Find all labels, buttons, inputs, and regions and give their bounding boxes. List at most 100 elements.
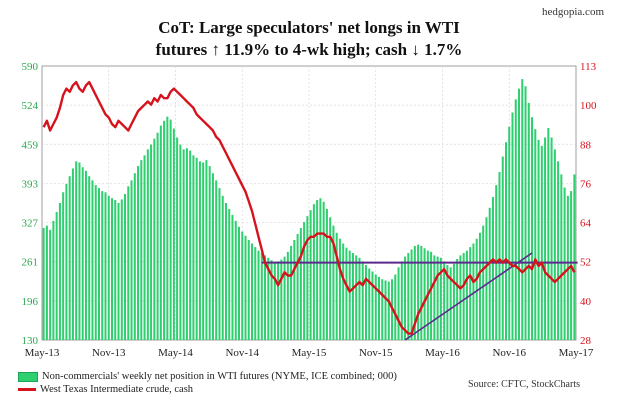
net-position-bar xyxy=(417,244,420,340)
net-position-bar xyxy=(371,271,374,340)
net-position-bar xyxy=(166,116,169,340)
net-position-bar xyxy=(140,160,143,340)
y-tick-left: 393 xyxy=(22,178,39,190)
net-position-bar xyxy=(423,248,426,340)
net-position-bar xyxy=(286,251,289,340)
net-position-bar xyxy=(488,207,491,340)
legend-swatch-bars xyxy=(18,371,38,382)
net-position-bar xyxy=(462,253,465,340)
y-tick-left: 261 xyxy=(22,257,39,269)
net-position-bar xyxy=(198,161,201,340)
net-position-bar xyxy=(179,144,182,340)
net-position-bar xyxy=(270,260,273,340)
y-tick-left: 590 xyxy=(22,61,39,73)
net-position-bar xyxy=(547,127,550,341)
net-position-bar xyxy=(71,168,74,340)
rising-trend-line xyxy=(404,252,533,341)
net-position-bar xyxy=(62,192,65,340)
x-tick-label: Nov-15 xyxy=(359,347,393,359)
net-position-bar xyxy=(52,220,55,340)
net-position-bar xyxy=(94,185,97,340)
net-position-bar xyxy=(88,176,91,340)
net-position-bar xyxy=(469,247,472,340)
net-position-bar xyxy=(342,243,345,340)
net-position-bar xyxy=(133,173,136,340)
net-position-bar xyxy=(374,274,377,340)
net-position-bar xyxy=(400,261,403,340)
net-position-bar xyxy=(491,197,494,340)
net-position-bar xyxy=(176,137,179,340)
net-position-bar xyxy=(124,194,127,340)
chart-title-line-1: CoT: Large speculators' net longs in WTI xyxy=(158,18,460,37)
net-position-bar xyxy=(182,149,185,340)
y-tick-left: 327 xyxy=(22,218,39,230)
net-position-bar xyxy=(156,132,159,340)
net-position-bar xyxy=(104,192,107,340)
net-position-bar xyxy=(247,239,250,340)
net-position-bar xyxy=(553,149,556,340)
y-tick-right: 76 xyxy=(580,178,592,190)
net-position-bar xyxy=(163,120,166,340)
y-tick-right: 28 xyxy=(580,335,592,347)
net-position-bar xyxy=(49,229,52,340)
brand-watermark: hedgopia.com xyxy=(541,6,604,18)
net-position-bar xyxy=(244,235,247,340)
net-position-bar xyxy=(45,225,48,340)
x-tick-label: Nov-13 xyxy=(92,347,126,359)
legend-swatch-line xyxy=(18,388,36,391)
net-position-bar xyxy=(430,251,433,340)
net-position-bar xyxy=(573,174,576,340)
net-position-bar xyxy=(338,238,341,340)
net-position-bar xyxy=(55,211,58,340)
net-position-bar xyxy=(472,243,475,340)
net-position-bar xyxy=(446,264,449,340)
net-position-bar xyxy=(260,253,263,340)
net-position-bar xyxy=(514,99,517,340)
net-position-bar xyxy=(117,203,120,340)
net-position-bar xyxy=(299,228,302,340)
net-position-bar xyxy=(234,220,237,340)
net-position-bar xyxy=(273,262,276,340)
net-position-bar xyxy=(65,183,68,340)
net-position-bar xyxy=(335,232,338,340)
y-tick-left: 524 xyxy=(22,100,39,112)
net-position-bar xyxy=(97,188,100,340)
net-position-bar xyxy=(443,261,446,340)
net-position-bar xyxy=(221,195,224,340)
net-position-bar xyxy=(384,280,387,340)
y-tick-left: 130 xyxy=(22,335,39,347)
net-position-bar xyxy=(544,137,547,340)
net-position-bar xyxy=(78,162,81,340)
net-position-bar xyxy=(218,188,221,340)
x-tick-label: Nov-14 xyxy=(225,347,259,359)
net-position-bar xyxy=(120,199,123,340)
net-position-bar xyxy=(254,247,257,340)
net-position-bar xyxy=(101,191,104,340)
net-position-bar xyxy=(306,216,309,340)
x-tick-label: May-13 xyxy=(25,347,60,359)
net-position-bar xyxy=(153,138,156,340)
net-position-bar xyxy=(364,264,367,340)
net-position-bar xyxy=(508,126,511,340)
net-position-bar xyxy=(518,88,521,340)
net-position-bar xyxy=(42,228,45,340)
net-position-bar xyxy=(296,233,299,340)
net-position-bar xyxy=(143,155,146,340)
y-tick-right: 40 xyxy=(580,296,592,308)
legend-label-line: West Texas Intermediate crude, cash xyxy=(40,384,194,395)
net-position-bar xyxy=(208,166,211,340)
net-position-bar xyxy=(316,200,319,340)
net-position-bar xyxy=(257,250,260,340)
net-position-bar xyxy=(146,149,149,340)
y-tick-right: 52 xyxy=(580,257,591,269)
net-position-bar xyxy=(410,249,413,340)
net-position-bar xyxy=(290,245,293,340)
net-position-bar xyxy=(348,250,351,340)
net-position-bar xyxy=(368,268,371,340)
net-position-bar xyxy=(355,255,358,340)
net-position-bar xyxy=(329,217,332,340)
net-position-bar xyxy=(224,203,227,340)
net-position-bar xyxy=(228,208,231,340)
net-position-bar xyxy=(557,161,560,340)
